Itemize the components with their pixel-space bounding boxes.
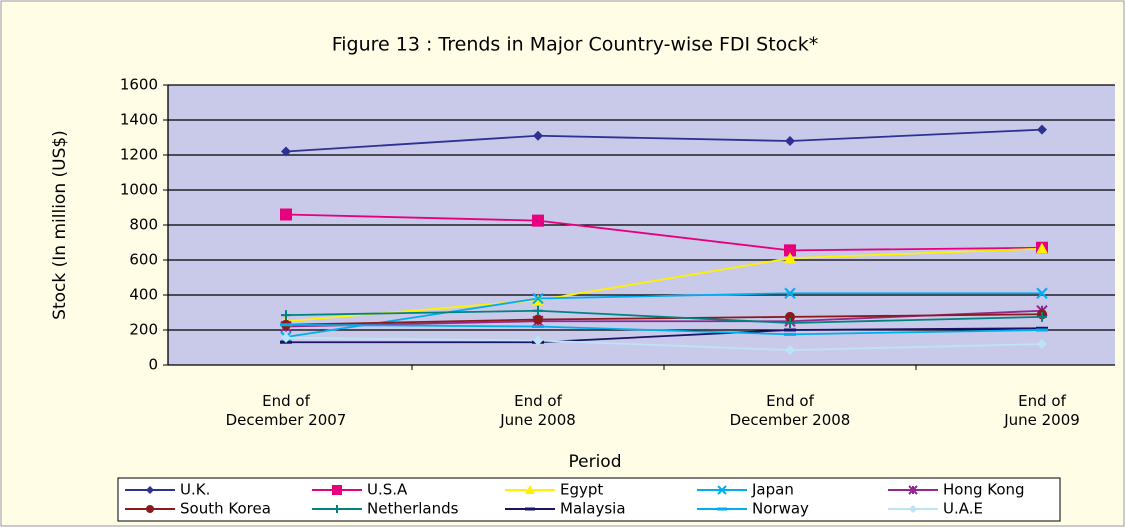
data-point bbox=[533, 335, 543, 346]
series-line bbox=[285, 128, 1043, 153]
data-point bbox=[784, 244, 796, 257]
y-tick-label: 1400 bbox=[120, 111, 158, 129]
legend-marker bbox=[717, 485, 727, 495]
y-tick-label: 200 bbox=[129, 321, 158, 339]
legend-label: U.K. bbox=[180, 481, 210, 499]
series-line bbox=[285, 213, 1043, 252]
chart-title: Figure 13 : Trends in Major Country-wise… bbox=[332, 34, 819, 56]
data-point bbox=[1036, 242, 1048, 254]
data-point bbox=[784, 252, 796, 264]
y-axis-title: Stock (In million (US$) bbox=[50, 130, 70, 320]
legend-marker bbox=[909, 505, 917, 513]
data-point bbox=[532, 292, 544, 305]
data-point bbox=[785, 318, 795, 328]
series-line bbox=[286, 327, 1043, 344]
data-point bbox=[1037, 124, 1047, 135]
y-tick-label: 600 bbox=[129, 251, 158, 269]
series-line bbox=[285, 336, 1043, 352]
y-tick-label: 400 bbox=[129, 286, 158, 304]
legend-label: Hong Kong bbox=[943, 481, 1025, 499]
data-point bbox=[785, 345, 795, 356]
x-axis-title: Period bbox=[568, 452, 621, 472]
legend-label: Japan bbox=[751, 481, 794, 499]
series-line bbox=[285, 313, 1043, 326]
y-tick-label: 1200 bbox=[120, 146, 158, 164]
series-line bbox=[285, 323, 1043, 336]
data-point bbox=[1037, 339, 1047, 349]
series-line bbox=[285, 309, 1043, 324]
data-point bbox=[533, 314, 543, 325]
data-point bbox=[785, 311, 795, 322]
legend-marker bbox=[908, 485, 918, 495]
legend-label: Malaysia bbox=[560, 500, 626, 518]
data-point bbox=[281, 310, 291, 321]
data-point bbox=[280, 208, 292, 221]
x-tick-label: End of December 2008 bbox=[730, 392, 851, 429]
series-line bbox=[285, 247, 1043, 323]
data-point bbox=[784, 287, 796, 299]
data-point bbox=[1037, 311, 1047, 322]
x-tick-label: End of June 2009 bbox=[1003, 392, 1080, 429]
legend bbox=[117, 477, 1061, 522]
legend-marker bbox=[332, 485, 342, 495]
legend-marker bbox=[333, 505, 341, 513]
series-line bbox=[285, 292, 1042, 338]
x-tick-label: End of December 2007 bbox=[226, 392, 347, 429]
legend-label: Netherlands bbox=[367, 500, 459, 518]
data-point bbox=[281, 332, 291, 343]
data-point bbox=[533, 130, 543, 141]
x-tick-label: End of June 2008 bbox=[499, 392, 576, 429]
legend-marker bbox=[146, 486, 154, 494]
legend-label: Norway bbox=[752, 500, 809, 518]
legend-marker bbox=[525, 485, 535, 494]
y-tick-label: 1000 bbox=[120, 181, 158, 199]
data-point bbox=[1036, 287, 1048, 299]
legend-label: U.A.E bbox=[943, 500, 983, 518]
y-tick-label: 0 bbox=[148, 356, 158, 374]
legend-label: South Korea bbox=[180, 500, 271, 518]
data-point bbox=[281, 146, 291, 157]
data-point bbox=[532, 214, 544, 227]
legend-label: U.S.A bbox=[367, 481, 408, 499]
legend-marker bbox=[146, 505, 154, 513]
data-point bbox=[785, 136, 795, 146]
data-point bbox=[533, 305, 543, 316]
y-tick-label: 800 bbox=[129, 216, 158, 234]
y-tick-label: 1600 bbox=[120, 76, 158, 94]
legend-label: Egypt bbox=[560, 481, 603, 499]
